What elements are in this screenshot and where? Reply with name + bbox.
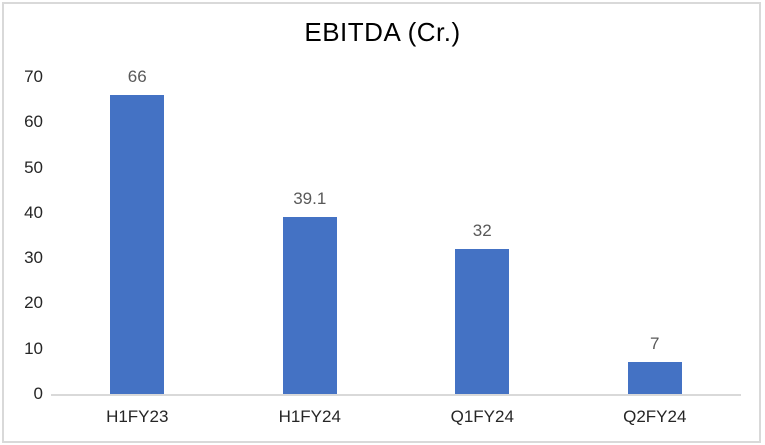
x-category-label-H1FY23: H1FY23 xyxy=(106,407,169,426)
y-tick-label: 40 xyxy=(24,202,43,222)
data-label: 32 xyxy=(472,221,492,240)
data-label: 7 xyxy=(650,334,660,353)
x-category-label-H1FY24: H1FY24 xyxy=(278,407,341,426)
bar-H1FY23 xyxy=(110,95,165,394)
y-tick-label: 0 xyxy=(33,384,43,403)
bar-Q2FY24 xyxy=(627,362,682,394)
data-label: 39.1 xyxy=(293,189,327,208)
data-label: 66 xyxy=(127,67,147,86)
x-category-label-Q2FY24: Q2FY24 xyxy=(623,407,687,426)
x-category-label-Q1FY24: Q1FY24 xyxy=(450,407,514,426)
y-tick-label: 60 xyxy=(24,112,43,132)
y-tick-label: 20 xyxy=(24,293,43,313)
y-tick-label: 70 xyxy=(24,67,43,86)
y-tick-label: 10 xyxy=(24,338,43,358)
bar-H1FY24 xyxy=(282,217,337,394)
chart-title: EBITDA (Cr.) xyxy=(304,17,461,47)
y-tick-label: 50 xyxy=(24,157,43,177)
y-tick-label: 30 xyxy=(24,248,43,268)
bar-Q1FY24 xyxy=(455,249,510,394)
x-axis-line xyxy=(51,394,741,396)
